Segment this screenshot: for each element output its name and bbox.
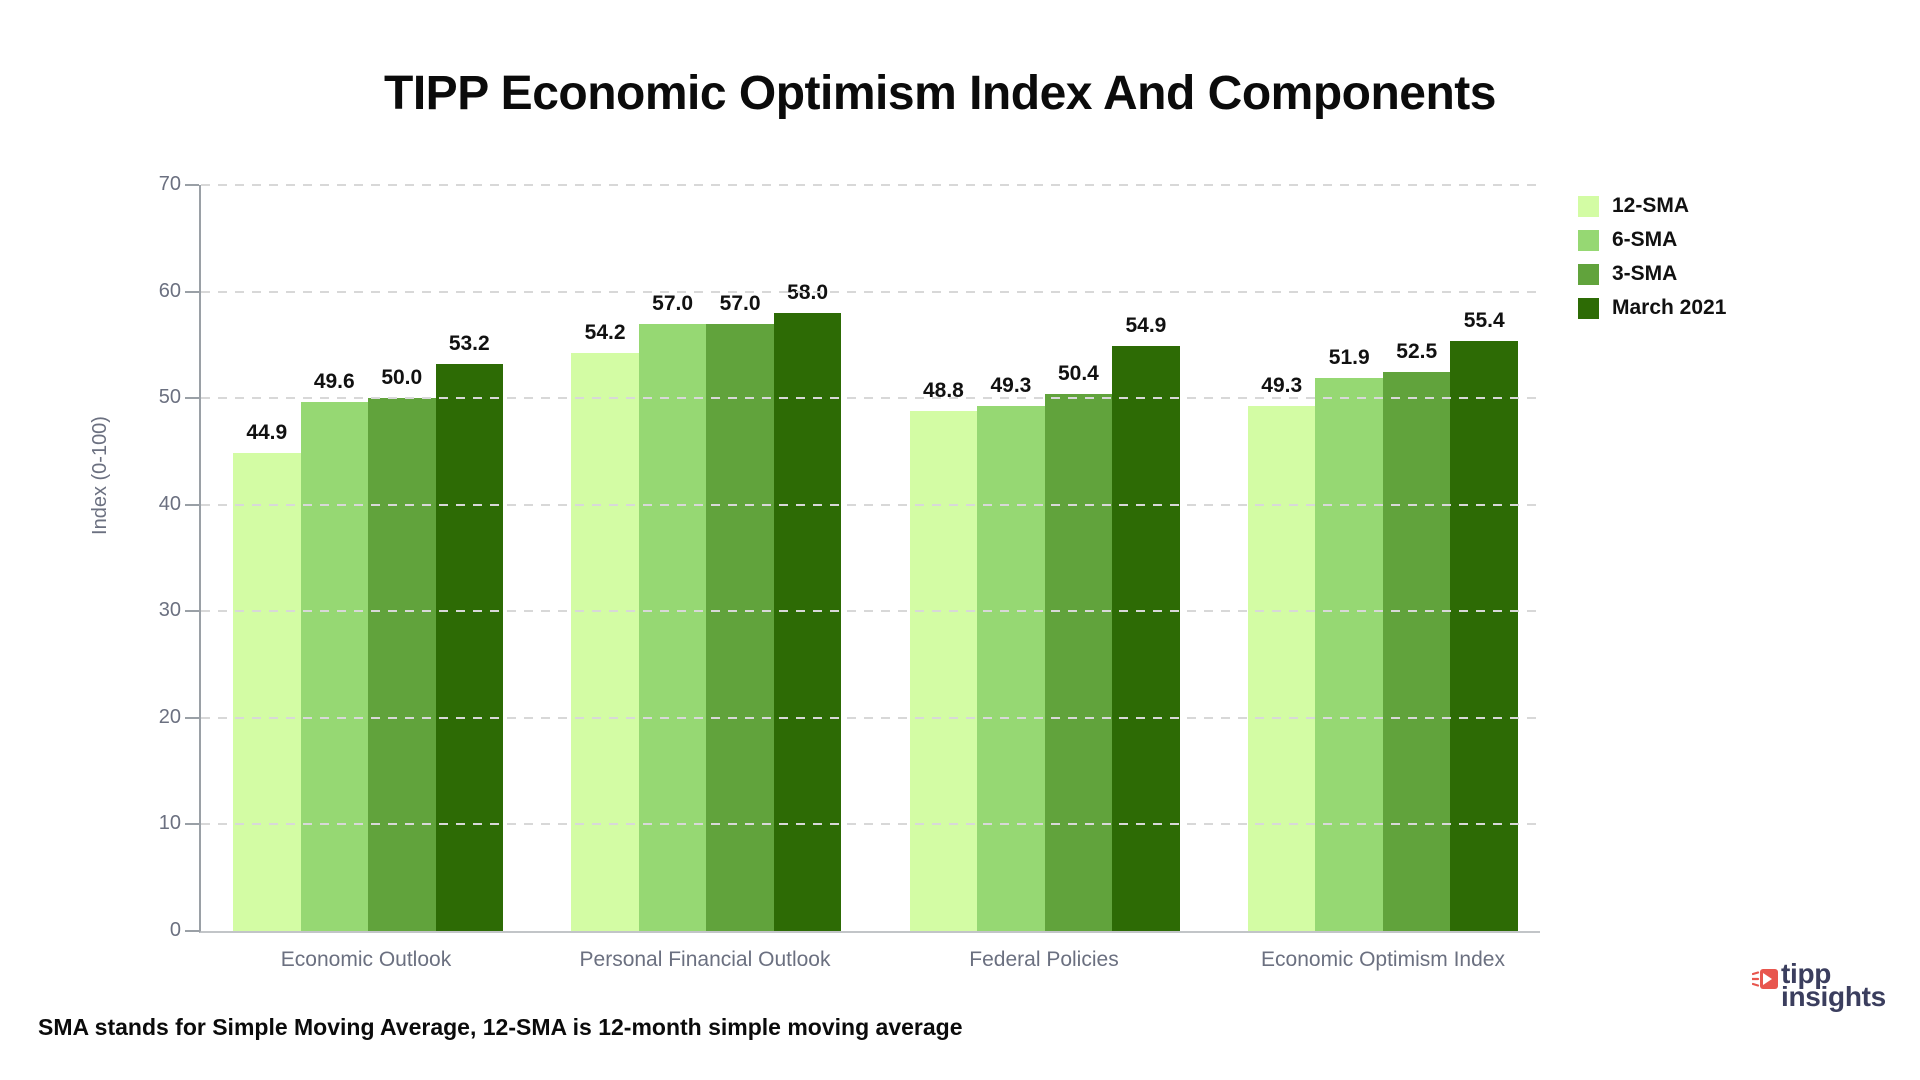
bar-12-sma: 54.2 bbox=[571, 321, 639, 931]
gridline-10 bbox=[201, 823, 1540, 826]
legend-swatch bbox=[1578, 229, 1599, 251]
y-axis-label: Index (0-100) bbox=[40, 185, 160, 765]
bar-value-label: 53.2 bbox=[448, 332, 490, 356]
bar-12-sma: 48.8 bbox=[909, 379, 978, 931]
bar-3-sma: 50.0 bbox=[368, 366, 436, 931]
bar-12-sma: 49.3 bbox=[1247, 374, 1316, 931]
legend-swatch bbox=[1578, 297, 1599, 319]
bar-march-2021: 53.2 bbox=[435, 332, 503, 931]
bar-group-3: 48.8 49.3 50.4 54.9 bbox=[909, 185, 1180, 931]
bar-value-label: 50.0 bbox=[381, 366, 423, 390]
bar-group-4: 49.3 51.9 52.5 55.4 bbox=[1247, 185, 1518, 931]
bar-march-2021: 55.4 bbox=[1450, 309, 1518, 931]
category-label: Federal Policies bbox=[969, 948, 1119, 971]
bar-march-2021: 58.0 bbox=[773, 281, 842, 931]
gridline-70 bbox=[201, 184, 1540, 186]
bar-value-label: 49.6 bbox=[313, 370, 355, 394]
y-tick-mark-40 bbox=[185, 503, 199, 506]
bar-value-label: 57.0 bbox=[652, 291, 694, 315]
bar-6-sma: 51.9 bbox=[1315, 346, 1383, 931]
bar-value-label: 58.0 bbox=[787, 280, 829, 304]
bar-6-sma: 49.6 bbox=[300, 370, 368, 931]
tipp-arrow-icon bbox=[1752, 969, 1778, 989]
category-label: Personal Financial Outlook bbox=[579, 948, 831, 971]
legend-item-march-2021: March 2021 bbox=[1578, 296, 1726, 320]
x-axis-category-labels: Economic Outlook Personal Financial Outlo… bbox=[199, 948, 1540, 972]
gridline-30 bbox=[201, 610, 1540, 613]
gridline-50 bbox=[201, 397, 1540, 400]
brand-logo-line2: insights bbox=[1781, 981, 1886, 1012]
category-label: Economic Optimism Index bbox=[1261, 948, 1505, 971]
bar-groups: 44.9 49.6 50.0 53.2 54.2 57.0 57.0 58.0 48.8 49.3… bbox=[201, 185, 1540, 931]
y-tick-label-60: 60 bbox=[158, 279, 181, 302]
bar-3-sma: 52.5 bbox=[1382, 340, 1451, 931]
category-label: Economic Outlook bbox=[280, 948, 452, 971]
bar-value-label: 48.8 bbox=[922, 378, 964, 402]
bar-6-sma: 57.0 bbox=[638, 292, 707, 931]
footnote: SMA stands for Simple Moving Average, 12… bbox=[38, 1014, 963, 1040]
bar-value-label: 50.4 bbox=[1057, 361, 1099, 385]
y-tick-mark-50 bbox=[185, 397, 199, 400]
gridline-40 bbox=[201, 503, 1540, 506]
y-tick-mark-30 bbox=[185, 610, 199, 613]
y-tick-label-0: 0 bbox=[169, 919, 181, 941]
bar-value-label: 52.5 bbox=[1396, 339, 1438, 363]
legend-label: 3-SMA bbox=[1612, 262, 1678, 285]
legend-label: 12-SMA bbox=[1612, 194, 1690, 217]
legend-label: March 2021 bbox=[1612, 296, 1727, 319]
y-axis-label-text: Index (0-100) bbox=[88, 415, 111, 535]
chart-title: TIPP Economic Optimism Index And Compone… bbox=[384, 67, 1496, 120]
legend: 12-SMA 6-SMA 3-SMA March 2021 bbox=[1578, 194, 1726, 330]
bar-3-sma: 50.4 bbox=[1044, 362, 1113, 931]
y-tick-label-30: 30 bbox=[158, 599, 181, 622]
bar-value-label: 51.9 bbox=[1328, 345, 1370, 369]
gridline-20 bbox=[201, 716, 1540, 719]
legend-item-12-sma: 12-SMA bbox=[1578, 194, 1726, 218]
y-tick-label-40: 40 bbox=[158, 492, 181, 515]
gridline-60 bbox=[201, 290, 1540, 293]
bar-value-label: 54.9 bbox=[1125, 313, 1167, 337]
legend-item-3-sma: 3-SMA bbox=[1578, 262, 1726, 286]
y-tick-label-50: 50 bbox=[158, 386, 181, 409]
legend-swatch bbox=[1578, 195, 1599, 217]
y-tick-mark-20 bbox=[185, 716, 199, 719]
y-tick-mark-10 bbox=[185, 823, 199, 826]
bar-value-label: 49.3 bbox=[990, 373, 1032, 397]
bar-value-label: 57.0 bbox=[719, 291, 761, 315]
bar-3-sma: 57.0 bbox=[706, 292, 774, 931]
bar-12-sma: 44.9 bbox=[233, 421, 301, 931]
bar-value-label: 49.3 bbox=[1261, 373, 1303, 397]
bar-march-2021: 54.9 bbox=[1112, 314, 1180, 931]
brand-logo-line1: tipp bbox=[1781, 958, 1832, 989]
brand-logo: tipp insights bbox=[1752, 958, 1886, 1012]
y-tick-label-10: 10 bbox=[158, 812, 181, 835]
y-tick-mark-70 bbox=[185, 184, 199, 186]
y-tick-label-70: 70 bbox=[158, 173, 181, 195]
plot-area: 44.9 49.6 50.0 53.2 54.2 57.0 57.0 58.0 48.8 49.3… bbox=[159, 173, 1540, 941]
bar-group-2: 54.2 57.0 57.0 58.0 bbox=[571, 185, 842, 931]
bar-group-1: 44.9 49.6 50.0 53.2 bbox=[233, 185, 503, 931]
y-tick-mark-60 bbox=[185, 290, 199, 293]
bar-value-label: 54.2 bbox=[584, 321, 626, 345]
bar-value-label: 55.4 bbox=[1463, 308, 1505, 332]
legend-item-6-sma: 6-SMA bbox=[1578, 228, 1726, 252]
bar-6-sma: 49.3 bbox=[977, 374, 1045, 931]
y-tick-mark-0 bbox=[185, 930, 199, 932]
brand-logo-text: tipp insights bbox=[1781, 958, 1886, 1012]
legend-swatch bbox=[1578, 263, 1599, 285]
legend-label: 6-SMA bbox=[1612, 228, 1678, 251]
y-tick-label-20: 20 bbox=[158, 705, 181, 728]
bar-value-label: 44.9 bbox=[246, 420, 288, 444]
